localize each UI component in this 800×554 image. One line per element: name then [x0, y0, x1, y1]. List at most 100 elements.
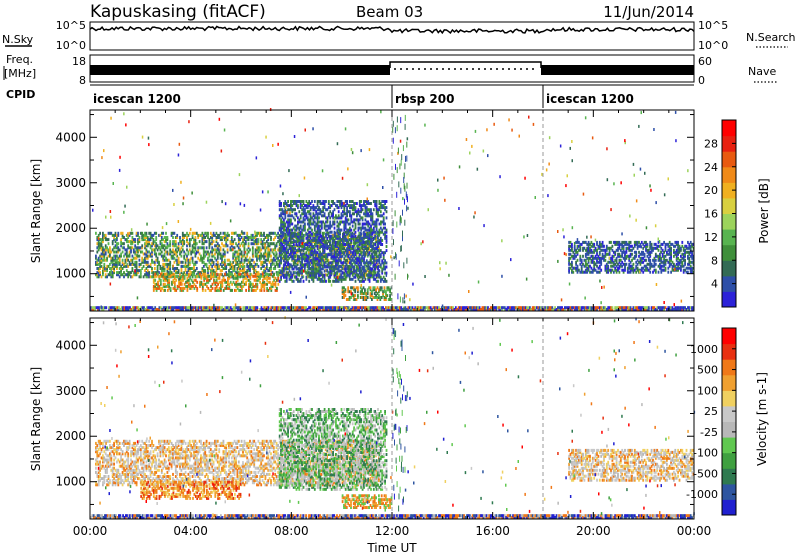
echo-cell — [351, 257, 354, 261]
echo-cell — [352, 238, 355, 242]
echo-cell — [618, 246, 621, 250]
echo-cell — [330, 251, 333, 255]
echo-cell — [379, 236, 382, 240]
echo-cell — [211, 254, 214, 258]
echo-cell — [378, 240, 381, 244]
echo-cell — [618, 252, 621, 256]
echo-cell — [168, 272, 171, 276]
echo-cell — [219, 262, 222, 266]
echo-cell — [337, 206, 340, 210]
echo-cell — [259, 274, 261, 278]
echo-cell — [631, 258, 633, 262]
echo-cell — [221, 236, 223, 239]
echo-cell — [158, 271, 160, 275]
echo-cell — [267, 244, 270, 248]
echo-cell — [127, 258, 130, 262]
echo-cell — [351, 208, 354, 212]
echo-cell — [290, 218, 292, 222]
echo-cell — [176, 274, 179, 278]
echo-cell — [117, 271, 120, 275]
echo-cell — [357, 263, 360, 267]
echo-cell — [329, 279, 332, 283]
echo-cell — [215, 244, 218, 248]
echo-cell — [244, 240, 247, 244]
echo-cell — [605, 262, 608, 266]
echo-cell — [325, 220, 327, 224]
echo-cell — [316, 212, 319, 216]
echo-cell — [340, 269, 343, 273]
echo-cell — [301, 228, 303, 232]
echo-cell — [288, 242, 291, 246]
echo-cell — [145, 233, 148, 237]
echo-cell — [166, 282, 169, 286]
echo-cell — [183, 264, 186, 268]
echo-cell — [243, 272, 246, 276]
echo-cell — [223, 258, 226, 262]
echo-cell — [578, 240, 580, 244]
echo-cell — [614, 266, 617, 270]
echo-cell — [179, 238, 181, 242]
echo-cell — [102, 238, 104, 242]
echo-cell — [118, 256, 121, 260]
echo-cell — [310, 271, 313, 275]
echo-cell — [173, 284, 176, 288]
echo-cell — [375, 265, 378, 269]
echo-cell — [336, 240, 339, 244]
echo-cell — [316, 208, 319, 212]
echo-cell — [218, 264, 221, 268]
echo-cell — [354, 202, 357, 205]
echo-cell — [188, 248, 191, 252]
echo-cell — [145, 250, 148, 254]
echo-cell — [367, 212, 370, 216]
echo-cell — [173, 256, 176, 260]
echo-cell — [232, 274, 235, 278]
echo-cell — [167, 258, 170, 262]
echo-cell — [219, 254, 222, 258]
echo-cell — [351, 224, 354, 228]
echo-cell — [664, 260, 667, 264]
echo-cell — [137, 254, 139, 258]
echo-cell — [278, 243, 281, 246]
echo-cell — [161, 286, 164, 290]
echo-cell — [361, 208, 364, 212]
echo-cell — [190, 267, 193, 270]
echo-cell — [586, 268, 589, 272]
echo-cell — [626, 254, 629, 258]
echo-cell — [288, 232, 291, 236]
echo-cell — [97, 271, 100, 275]
echo-cell — [267, 248, 270, 252]
echo-cell — [187, 252, 190, 256]
echo-cell — [188, 262, 191, 266]
echo-cell — [371, 298, 373, 301]
echo-cell — [598, 256, 601, 260]
power-echoes — [90, 108, 695, 311]
echo-cell — [162, 238, 165, 242]
echo-cell — [169, 250, 172, 254]
echo-cell — [345, 262, 348, 266]
echo-cell — [346, 212, 348, 216]
echo-cell — [313, 200, 316, 203]
echo-cell — [354, 240, 357, 244]
echo-cell — [156, 271, 159, 275]
echo-cell — [149, 238, 152, 242]
echo-cell — [379, 286, 382, 290]
echo-cell — [647, 262, 650, 266]
echo-cell — [212, 248, 215, 252]
echo-cell — [356, 261, 358, 265]
echo-cell — [177, 244, 180, 248]
echo-cell — [356, 240, 358, 244]
echo-cell — [636, 268, 639, 272]
echo-cell — [656, 254, 659, 258]
echo-cell — [301, 257, 303, 261]
echo-cell — [280, 261, 282, 265]
echo-cell — [253, 264, 256, 268]
echo-cell — [339, 245, 341, 248]
echo-cell — [103, 236, 106, 239]
echo-cell — [179, 260, 181, 264]
echo-cell — [252, 282, 254, 286]
echo-cell — [322, 273, 325, 277]
echo-cell — [244, 256, 247, 260]
echo-cell — [193, 231, 195, 235]
echo-cell — [214, 256, 216, 260]
echo-cell — [339, 202, 341, 205]
